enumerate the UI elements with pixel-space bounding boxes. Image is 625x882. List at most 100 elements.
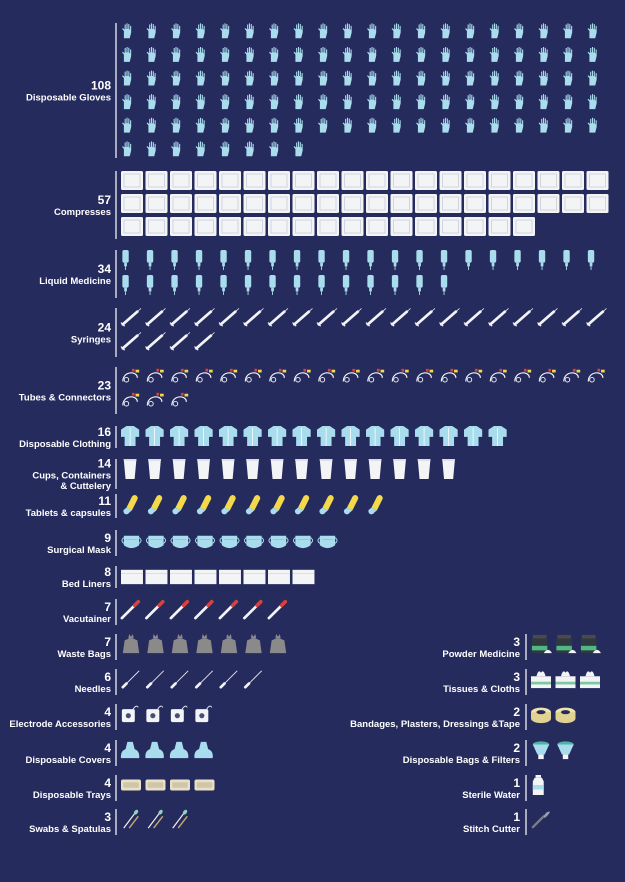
glove-icon [391, 70, 401, 86]
glove-icon [342, 70, 352, 86]
tube-icon [122, 368, 140, 383]
glove-icon [122, 23, 132, 39]
syringe-icon [169, 332, 191, 351]
tube-icon [220, 368, 238, 383]
category-count: 6 [104, 670, 111, 684]
glove-icon [563, 94, 573, 110]
bed-liner-icon [194, 569, 217, 585]
gown-icon [194, 426, 213, 447]
cup-icon [319, 459, 333, 479]
gown-icon [243, 426, 262, 447]
glove-icon [538, 46, 548, 62]
compress-icon [292, 194, 315, 213]
compress-icon [317, 217, 339, 236]
needle-icon [121, 670, 140, 689]
category-count: 3 [104, 810, 111, 824]
gown-icon [341, 426, 360, 447]
compress-icon [366, 217, 388, 236]
iv-bag-icon [220, 250, 227, 271]
glove-icon [367, 23, 377, 39]
category-count: 23 [98, 378, 112, 392]
cover-icon [194, 741, 213, 759]
vacutainer-icon [243, 599, 263, 620]
compress-icon [439, 171, 462, 190]
mask-icon [145, 535, 167, 549]
vacutainer-icon [267, 599, 288, 620]
category-label: Stitch Cutter [463, 824, 520, 835]
compress-icon [537, 194, 560, 213]
glove-icon [416, 23, 426, 39]
iv-bag-icon [146, 250, 154, 271]
iv-bag-icon [563, 250, 570, 271]
glove-icon [269, 94, 279, 110]
stitch-cutter-icon [531, 811, 551, 829]
compress-icon [390, 171, 413, 190]
glove-icon [318, 70, 328, 86]
cup-icon [246, 459, 259, 479]
glove-icon [416, 94, 426, 110]
compress-icon [488, 171, 511, 190]
iv-bag-icon [171, 275, 178, 296]
glove-icon [342, 117, 352, 133]
category-label: Syringes [71, 334, 111, 345]
glove-icon [146, 70, 156, 86]
glove-icon [489, 117, 499, 133]
glove-icon [171, 23, 181, 39]
compress-icon [415, 171, 437, 190]
bed-liner-icon [268, 569, 290, 585]
capsule-icon [368, 495, 383, 515]
compress-icon [341, 217, 364, 236]
capsule-icon [123, 495, 138, 515]
glove-icon [195, 70, 205, 86]
glove-icon [318, 23, 328, 39]
bed-liner-icon [121, 569, 143, 585]
glove-icon [440, 23, 450, 39]
compress-icon [488, 194, 511, 213]
syringe-icon [537, 308, 558, 327]
tube-icon [244, 368, 262, 383]
compress-icon [586, 194, 609, 213]
category-label: Tissues & Cloths [443, 684, 520, 695]
iv-bag-icon [244, 250, 252, 271]
syringe-icon [243, 308, 264, 327]
glove-icon [367, 117, 377, 133]
compress-icon [415, 217, 437, 236]
category-count: 2 [513, 741, 520, 755]
compress-icon [317, 171, 339, 190]
glove-icon [269, 141, 279, 157]
glove-icon [318, 46, 328, 62]
iv-bag-icon [587, 250, 595, 271]
syringe-icon [365, 308, 387, 327]
glove-icon [269, 117, 279, 133]
needle-icon [170, 670, 189, 689]
iv-bag-icon [416, 275, 423, 296]
bed-liner-icon [145, 569, 168, 585]
compress-icon [464, 171, 486, 190]
compress-icon [439, 194, 462, 213]
category-label: Bed Liners [62, 579, 111, 590]
glove-icon [220, 23, 230, 39]
glove-icon [244, 46, 254, 62]
iv-bag-icon [514, 250, 521, 271]
iv-bag-icon [342, 275, 350, 296]
category-label: Electrode Accessories [9, 719, 111, 730]
iv-bag-icon [269, 275, 276, 296]
syringe-icon [292, 308, 313, 327]
cup-icon [123, 459, 137, 479]
waste-bag-icon [269, 634, 287, 654]
iv-bag-icon [391, 250, 399, 271]
glove-icon [416, 46, 426, 62]
category-count: 4 [104, 741, 111, 755]
syringe-icon [194, 332, 215, 351]
compress-icon [145, 194, 168, 213]
category-count: 57 [98, 193, 112, 207]
category-count: 24 [98, 320, 112, 334]
tube-icon [195, 368, 213, 383]
